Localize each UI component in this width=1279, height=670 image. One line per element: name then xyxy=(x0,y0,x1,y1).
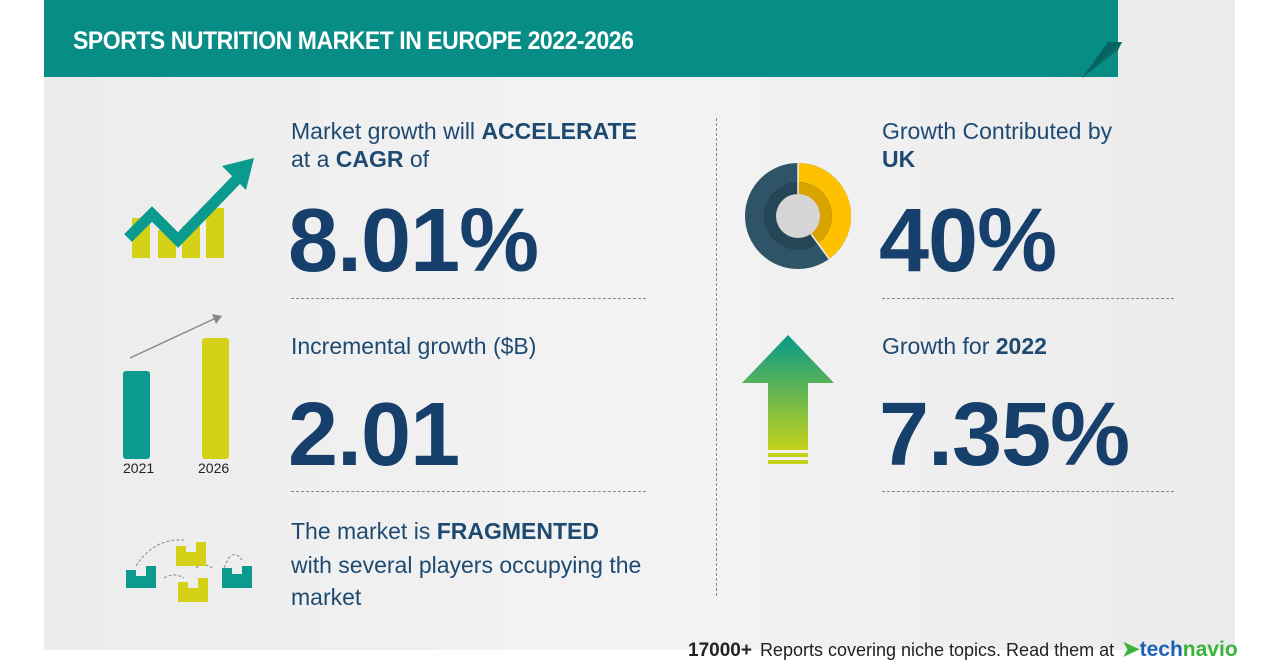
incremental-value: 2.01 xyxy=(288,385,460,485)
donut-chart-icon xyxy=(745,162,852,269)
divider xyxy=(882,491,1174,492)
bar-year-2026: 2026 xyxy=(198,460,230,476)
divider xyxy=(291,491,646,492)
market-line2: with several players occupying the xyxy=(291,552,642,578)
growth2022-value: 7.35% xyxy=(879,385,1130,485)
bar-year-2021: 2021 xyxy=(123,460,155,476)
cagr-line2: at a CAGR of xyxy=(291,146,430,172)
cagr-line1: Market growth will ACCELERATE xyxy=(291,118,637,144)
divider xyxy=(291,298,646,299)
vertical-divider xyxy=(716,118,717,596)
growth-chart-arrow-icon xyxy=(124,158,254,258)
banner-fold-icon xyxy=(1082,42,1122,78)
cagr-value: 8.01% xyxy=(288,191,539,291)
technavio-logo[interactable]: ➤technavio xyxy=(1122,638,1238,661)
buildings-network-icon xyxy=(126,539,252,602)
header-banner xyxy=(44,0,1118,77)
market-line1: The market is FRAGMENTED xyxy=(291,518,599,544)
page-title: SPORTS NUTRITION MARKET IN EUROPE 2022-2… xyxy=(73,27,634,55)
up-arrow-icon xyxy=(742,335,834,464)
divider xyxy=(882,298,1174,299)
bar-comparison-icon xyxy=(123,314,229,459)
infographic-panel xyxy=(44,0,1235,650)
footer-text: 17000+ Reports covering niche topics. Rea… xyxy=(688,640,1115,661)
uk-value: 40% xyxy=(879,191,1057,291)
incremental-label: Incremental growth ($B) xyxy=(291,333,537,359)
uk-line2: UK xyxy=(882,146,916,172)
market-line3: market xyxy=(291,584,362,610)
uk-line1: Growth Contributed by xyxy=(882,118,1113,144)
growth2022-label: Growth for 2022 xyxy=(882,333,1047,359)
